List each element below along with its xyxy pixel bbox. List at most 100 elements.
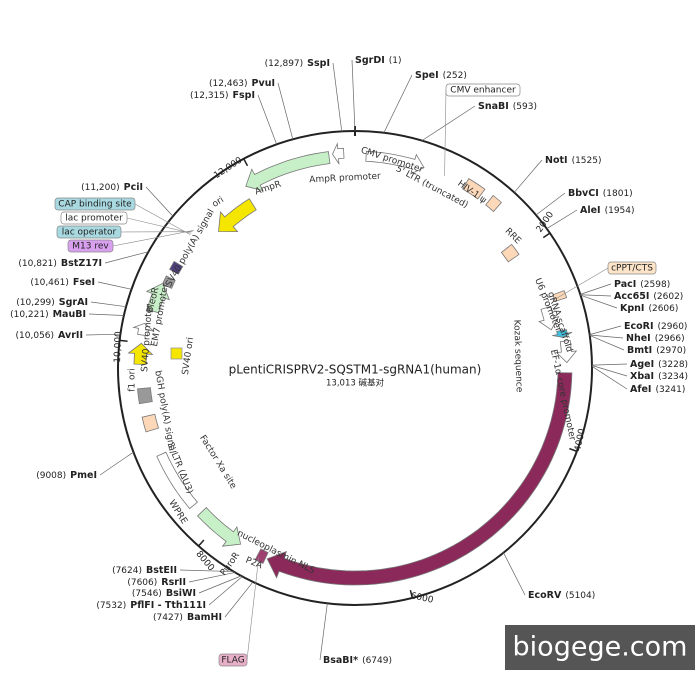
- site-leader: [351, 59, 356, 132]
- site-position: (2606): [648, 304, 678, 314]
- site-leader: [580, 294, 618, 309]
- site-label: SgrDI (1): [355, 55, 402, 66]
- box-label-frame: [56, 225, 122, 239]
- site-position: (3241): [655, 385, 685, 395]
- site-leader: [589, 325, 622, 335]
- site-label: SpeI (252): [415, 70, 467, 81]
- site-leader: [198, 575, 242, 594]
- site-label: (7532) PflFI - Tth111I: [96, 600, 206, 611]
- site-leader: [421, 105, 476, 141]
- site-name: PacI: [614, 279, 636, 290]
- site-label: (7624) BstEII: [112, 565, 177, 576]
- feature-shape: [365, 150, 425, 175]
- watermark-box: [505, 625, 695, 670]
- site-label: (10,821) BstZ17I: [18, 258, 102, 269]
- site-name: Acc65I: [614, 291, 649, 302]
- feature-label: f1 ori: [128, 368, 138, 391]
- site-position: (7546): [132, 589, 162, 599]
- site-label: BsaBI* (6749): [323, 655, 392, 666]
- site-name: PciI: [124, 182, 143, 193]
- feature-shape: [141, 413, 159, 433]
- box-label: CMV enhancer: [450, 86, 516, 96]
- site-name: BbvCI: [568, 188, 599, 199]
- site-name: XbaI: [630, 371, 654, 382]
- site-name: MauBI: [53, 309, 86, 320]
- site-name: AgeI: [630, 359, 654, 370]
- feature-shape: [132, 322, 155, 337]
- site-label: AfeI (3241): [630, 384, 685, 395]
- site-position: (10,461): [30, 278, 69, 288]
- site-position: (593): [513, 102, 537, 112]
- box-leader: [246, 556, 260, 661]
- box-label: lac operator: [62, 228, 117, 238]
- box-label: cPPT/CTS: [611, 264, 653, 274]
- site-name: BamHI: [187, 612, 222, 623]
- site-position: (7606): [127, 578, 157, 588]
- feature-label: SV40 promoter: [140, 304, 155, 373]
- site-label: KpnI (2606): [620, 303, 678, 314]
- site-name: PflFI - Tth111I: [130, 600, 206, 611]
- scale-tick: [198, 539, 205, 547]
- site-leader: [319, 603, 328, 661]
- site-leader: [332, 62, 343, 132]
- site-name: SnaBI: [478, 101, 509, 112]
- site-name: BstEII: [146, 565, 177, 576]
- site-position: (1954): [605, 206, 635, 216]
- site-leader: [277, 82, 294, 140]
- site-position: (7532): [96, 601, 126, 611]
- site-leader: [208, 576, 243, 606]
- feature-shape: [127, 342, 154, 365]
- site-label: (7427) BamHI: [153, 612, 222, 623]
- site-label: (7606) RsrII: [127, 577, 186, 588]
- site-name: RsrII: [161, 577, 186, 588]
- feature-shape: [538, 305, 560, 331]
- site-position: (10,056): [16, 331, 55, 341]
- site-leader: [546, 209, 578, 229]
- feature-shape: [196, 507, 242, 547]
- site-leader: [88, 313, 124, 316]
- feature-label: Kozak sequence: [511, 320, 524, 393]
- site-position: (1801): [603, 189, 633, 199]
- site-position: (12,315): [190, 91, 229, 101]
- site-name: PvuI: [252, 78, 275, 89]
- box-label-frame: [67, 239, 114, 253]
- feature-shape: [332, 142, 345, 166]
- site-leader: [591, 366, 628, 390]
- site-position: (12,463): [209, 79, 248, 89]
- site-leader: [90, 301, 127, 308]
- feature-shape: [485, 194, 502, 213]
- site-label: (11,200) PciI: [81, 182, 143, 193]
- site-label: (10,299) SgrAI: [16, 297, 88, 308]
- feature-shape: [137, 387, 153, 405]
- box-label-frame: [445, 83, 521, 97]
- site-name: NotI: [545, 155, 568, 166]
- site-name: AvrII: [58, 330, 83, 341]
- site-label: XbaI (3234): [630, 371, 688, 382]
- site-position: (3228): [658, 360, 688, 370]
- site-label: EcoRI (2960): [624, 321, 687, 332]
- site-label: AleI (1954): [580, 205, 635, 216]
- site-leader: [591, 363, 628, 366]
- site-leader: [257, 94, 277, 145]
- site-position: (10,299): [16, 298, 55, 308]
- site-name: EcoRI: [624, 321, 654, 332]
- site-position: (11,200): [81, 183, 120, 193]
- site-label: PacI (2598): [614, 279, 670, 290]
- site-leader: [589, 334, 624, 339]
- site-name: AfeI: [630, 384, 651, 395]
- site-label: (10,461) FseI: [30, 277, 95, 288]
- site-leader: [513, 159, 543, 193]
- box-leader: [134, 203, 191, 235]
- site-position: (2598): [640, 280, 670, 290]
- site-label: EcoRV (5104): [528, 590, 595, 601]
- feature-shape: [161, 275, 176, 289]
- site-position: (6749): [362, 656, 392, 666]
- site-position: (1): [389, 56, 402, 66]
- site-leader: [224, 581, 254, 618]
- site-name: FspI: [233, 90, 255, 101]
- site-label: (12,897) SspI: [265, 58, 330, 69]
- watermark: biogege.com: [513, 632, 688, 663]
- site-name: SspI: [307, 58, 330, 69]
- feature-shape: [266, 372, 573, 586]
